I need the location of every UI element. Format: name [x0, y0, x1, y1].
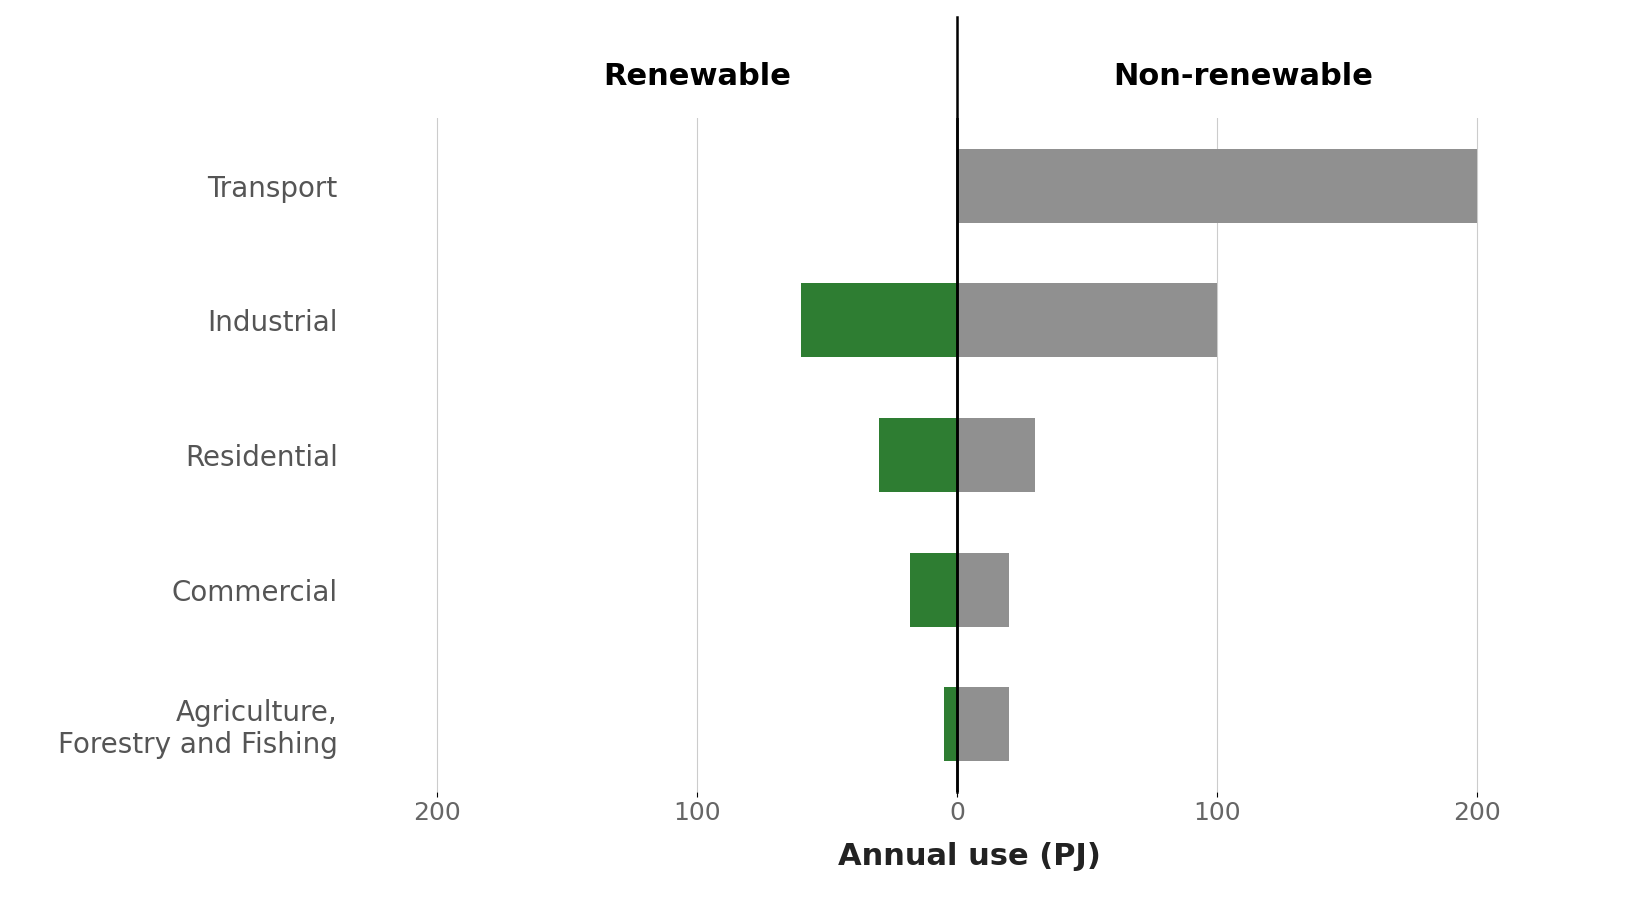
Bar — [910, 552, 957, 627]
Bar — [957, 687, 1009, 761]
Text: Renewable: Renewable — [603, 63, 791, 91]
Bar — [957, 283, 1218, 358]
Bar — [944, 687, 957, 761]
Bar — [957, 149, 1477, 223]
X-axis label: Annual use (PJ): Annual use (PJ) — [838, 842, 1102, 871]
Text: Non-renewable: Non-renewable — [1113, 63, 1372, 91]
Bar — [957, 418, 1035, 492]
Bar — [957, 552, 1009, 627]
Bar — [879, 418, 957, 492]
Bar — [800, 283, 957, 358]
